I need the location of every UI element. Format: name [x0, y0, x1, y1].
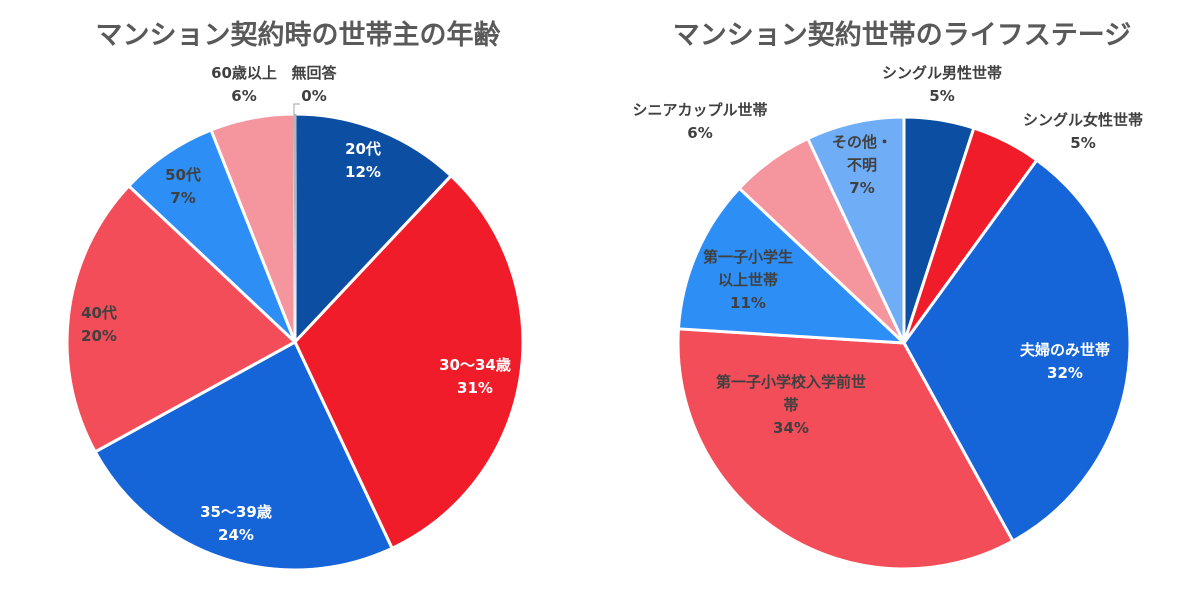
pie1-slice-3 — [676, 327, 1015, 571]
pie0-label-5: 60歳以上 6% — [211, 64, 277, 105]
pie1-label-5: シニアカップル世帯 6% — [632, 101, 767, 142]
pie1-slice-6 — [806, 115, 906, 345]
age-chart-title: マンション契約時の世帯主の年齢 — [96, 19, 501, 51]
pie0-label-1: 30〜34歳 31% — [439, 356, 511, 397]
pie0-label-6: 無回答 0% — [291, 64, 337, 105]
pie0-label-3: 40代 20% — [81, 304, 117, 345]
pie0-slice-2 — [93, 340, 394, 572]
pie1-slice-2 — [902, 158, 1132, 543]
pie1-label-4: 第一子小学生以上世帯 11% — [703, 248, 793, 312]
pie1-label-0: シングル男性世帯 5% — [882, 64, 1002, 105]
pie1-label-6: その他・不明 7% — [832, 133, 892, 197]
pie0-slice-0 — [293, 112, 453, 344]
age-pie-chart: 20代 12% 30〜34歳 31% 35〜39歳 24% 40代 20% 50代 7% 60歳以上… — [65, 64, 525, 572]
pie1-label-3: 第一子小学校入学前世帯 34% — [716, 373, 866, 437]
lifestage-chart-title: マンション契約世帯のライフステージ — [673, 19, 1131, 51]
pie1-slice-4 — [676, 186, 906, 345]
pie0-slice-5 — [209, 112, 297, 344]
pie1-label-2: 夫婦のみ世帯 32% — [1020, 341, 1110, 382]
pie0-slice-3 — [65, 184, 297, 454]
pie0-leader-6 — [293, 103, 300, 115]
pie1-label-1: シングル女性世帯 5% — [1023, 111, 1143, 152]
pie0-slice-1 — [293, 174, 525, 550]
pie0-slice-6 — [293, 114, 297, 343]
lifestage-pie-chart: シングル男性世帯 5% シングル女性世帯 5% 夫婦のみ世帯 32% 第一子小学校入学前世帯… — [632, 64, 1143, 571]
pie0-label-0: 20代 12% — [345, 140, 381, 181]
pie0-label-2: 35〜39歳 24% — [200, 503, 272, 544]
pie0-label-4: 50代 7% — [165, 166, 201, 207]
